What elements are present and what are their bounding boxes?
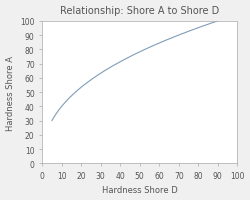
Title: Relationship: Shore A to Shore D: Relationship: Shore A to Shore D: [60, 6, 219, 15]
Y-axis label: Hardness Shore A: Hardness Shore A: [6, 55, 15, 130]
X-axis label: Hardness Shore D: Hardness Shore D: [102, 186, 178, 194]
